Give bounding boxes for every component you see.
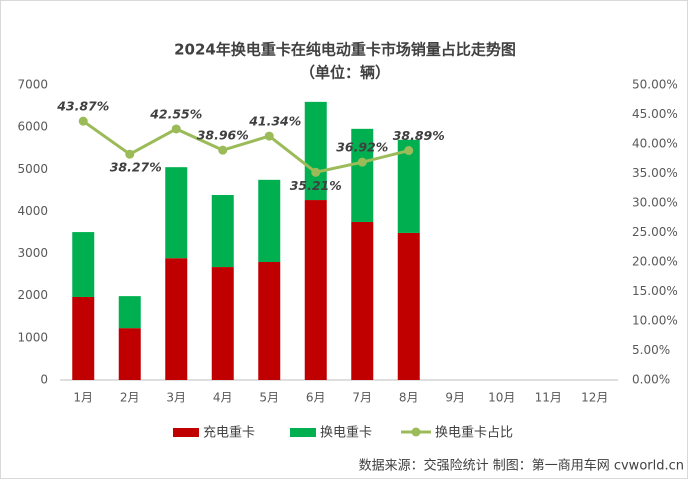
value-label: 35.21% [290, 178, 342, 193]
bar [118, 328, 141, 380]
x-tick-label: 10月 [488, 391, 515, 405]
x-tick-label: 11月 [535, 391, 562, 405]
y2-tick-label: 40.00% [632, 137, 678, 151]
y2-tick-label: 45.00% [632, 107, 678, 121]
bar [72, 232, 95, 297]
bar [397, 139, 420, 233]
value-label: 43.87% [56, 99, 109, 114]
bar [304, 200, 327, 380]
y2-tick-label: 5.00% [632, 343, 670, 357]
x-tick-label: 1月 [73, 391, 93, 405]
x-tick-label: 5月 [259, 391, 279, 405]
y-tick-label: 6000 [17, 120, 48, 134]
y2-tick-label: 0.00% [632, 373, 670, 387]
y2-tick-label: 15.00% [632, 284, 678, 298]
value-label: 41.34% [248, 114, 301, 129]
bar [118, 296, 141, 329]
x-tick-label: 12月 [581, 391, 608, 405]
bar [258, 262, 281, 380]
x-tick-label: 9月 [445, 391, 465, 405]
y2-tick-label: 30.00% [632, 196, 678, 210]
line [82, 119, 410, 174]
y2-tick-label: 20.00% [632, 255, 678, 269]
marker [311, 167, 321, 177]
x-tick-label: 7月 [352, 391, 372, 405]
legend-marker [411, 427, 421, 437]
y-tick-label: 5000 [17, 162, 48, 176]
marker [218, 145, 228, 155]
value-label: 38.96% [197, 128, 249, 143]
x-tick-label: 6月 [306, 391, 326, 405]
bar [211, 267, 234, 380]
value-label: 42.55% [149, 106, 202, 121]
source: 数据来源：交强险统计 制图：第一商用车网 cvworld.cn [359, 458, 684, 474]
y-tick-label: 7000 [17, 78, 48, 92]
y-tick-label: 3000 [17, 246, 48, 260]
legend-swatch [173, 428, 199, 437]
x-tick-label: 2月 [120, 391, 140, 405]
y-tick-label: 4000 [17, 204, 48, 218]
legend-label: 换电重卡占比 [435, 425, 513, 441]
y-tick-label: 2000 [17, 288, 48, 302]
x-tick-label: 3月 [166, 391, 186, 405]
y-tick-label: 0 [40, 373, 48, 387]
y2-tick-label: 10.00% [632, 314, 678, 328]
value-label: 38.89% [393, 128, 445, 143]
y2-tick-label: 25.00% [632, 225, 678, 239]
value-label: 38.27% [110, 160, 162, 175]
bar [351, 128, 374, 222]
x-tick-label: 8月 [399, 391, 419, 405]
bar [351, 221, 374, 380]
y2-tick-label: 50.00% [632, 78, 678, 92]
bar [397, 232, 420, 380]
bar [165, 167, 188, 259]
bar [258, 179, 281, 262]
chart-subtitle: （单位：辆） [300, 64, 390, 82]
y2-tick-label: 35.00% [632, 166, 678, 180]
bar [211, 194, 234, 268]
bar [72, 296, 95, 380]
bar [304, 101, 327, 201]
legend-label: 充电重卡 [203, 425, 255, 441]
legend-label: 换电重卡 [320, 425, 372, 441]
marker [404, 146, 414, 156]
bar [165, 258, 188, 380]
y-tick-label: 1000 [17, 330, 48, 344]
legend-swatch [290, 428, 316, 437]
value-label: 36.92% [336, 140, 388, 155]
x-tick-label: 4月 [213, 391, 233, 405]
marker [78, 116, 88, 126]
marker [125, 149, 135, 159]
marker [171, 124, 181, 134]
marker [357, 157, 367, 167]
chart-title: 2024年换电重卡在纯电动重卡市场销量占比走势图 [174, 41, 516, 59]
marker [264, 131, 274, 141]
